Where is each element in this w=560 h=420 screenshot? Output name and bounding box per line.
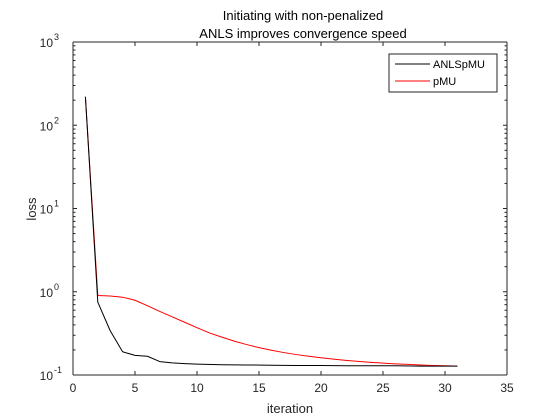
legend-label-pmu: pMU xyxy=(433,76,456,88)
series-line-anlspmu xyxy=(84,96,458,367)
series-line-pmu xyxy=(84,96,458,367)
y-tick-label: 10 xyxy=(40,203,54,217)
chart-title-line-1: Initiating with non-penalized xyxy=(223,8,383,23)
x-tick-label: 35 xyxy=(500,381,514,395)
x-tick-label: 20 xyxy=(314,381,328,395)
x-tick-label: 5 xyxy=(132,381,139,395)
y-axis-title: loss xyxy=(24,197,39,221)
x-tick-label: 0 xyxy=(70,381,77,395)
y-tick-label: 10 xyxy=(40,286,54,300)
series-layer xyxy=(84,96,458,367)
y-tick-label: 10 xyxy=(40,369,54,383)
y-tick-label: 10 xyxy=(40,36,54,50)
y-tick-label: 10 xyxy=(40,119,54,133)
y-tick-label-exponent: 1 xyxy=(54,199,59,209)
chart-title-line-2: ANLS improves convergence speed xyxy=(199,26,406,41)
plot-area xyxy=(73,42,507,375)
legend-box xyxy=(388,53,498,93)
y-tick-label-exponent: 2 xyxy=(54,115,59,125)
x-ticks: 0 5 10 15 20 25 30 35 xyxy=(70,42,514,395)
x-tick-label: 25 xyxy=(376,381,390,395)
y-tick-label-exponent: 0 xyxy=(54,282,59,292)
legend: ANLSpMU pMU xyxy=(388,53,498,93)
x-tick-label: 10 xyxy=(190,381,204,395)
x-axis-title: iteration xyxy=(267,401,313,416)
legend-label-anlspmu: ANLSpMU xyxy=(433,59,485,71)
y-tick-label-exponent: 3 xyxy=(54,32,59,42)
x-tick-label: 30 xyxy=(438,381,452,395)
y-tick-label-exponent: -1 xyxy=(54,365,62,375)
x-tick-label: 15 xyxy=(252,381,266,395)
